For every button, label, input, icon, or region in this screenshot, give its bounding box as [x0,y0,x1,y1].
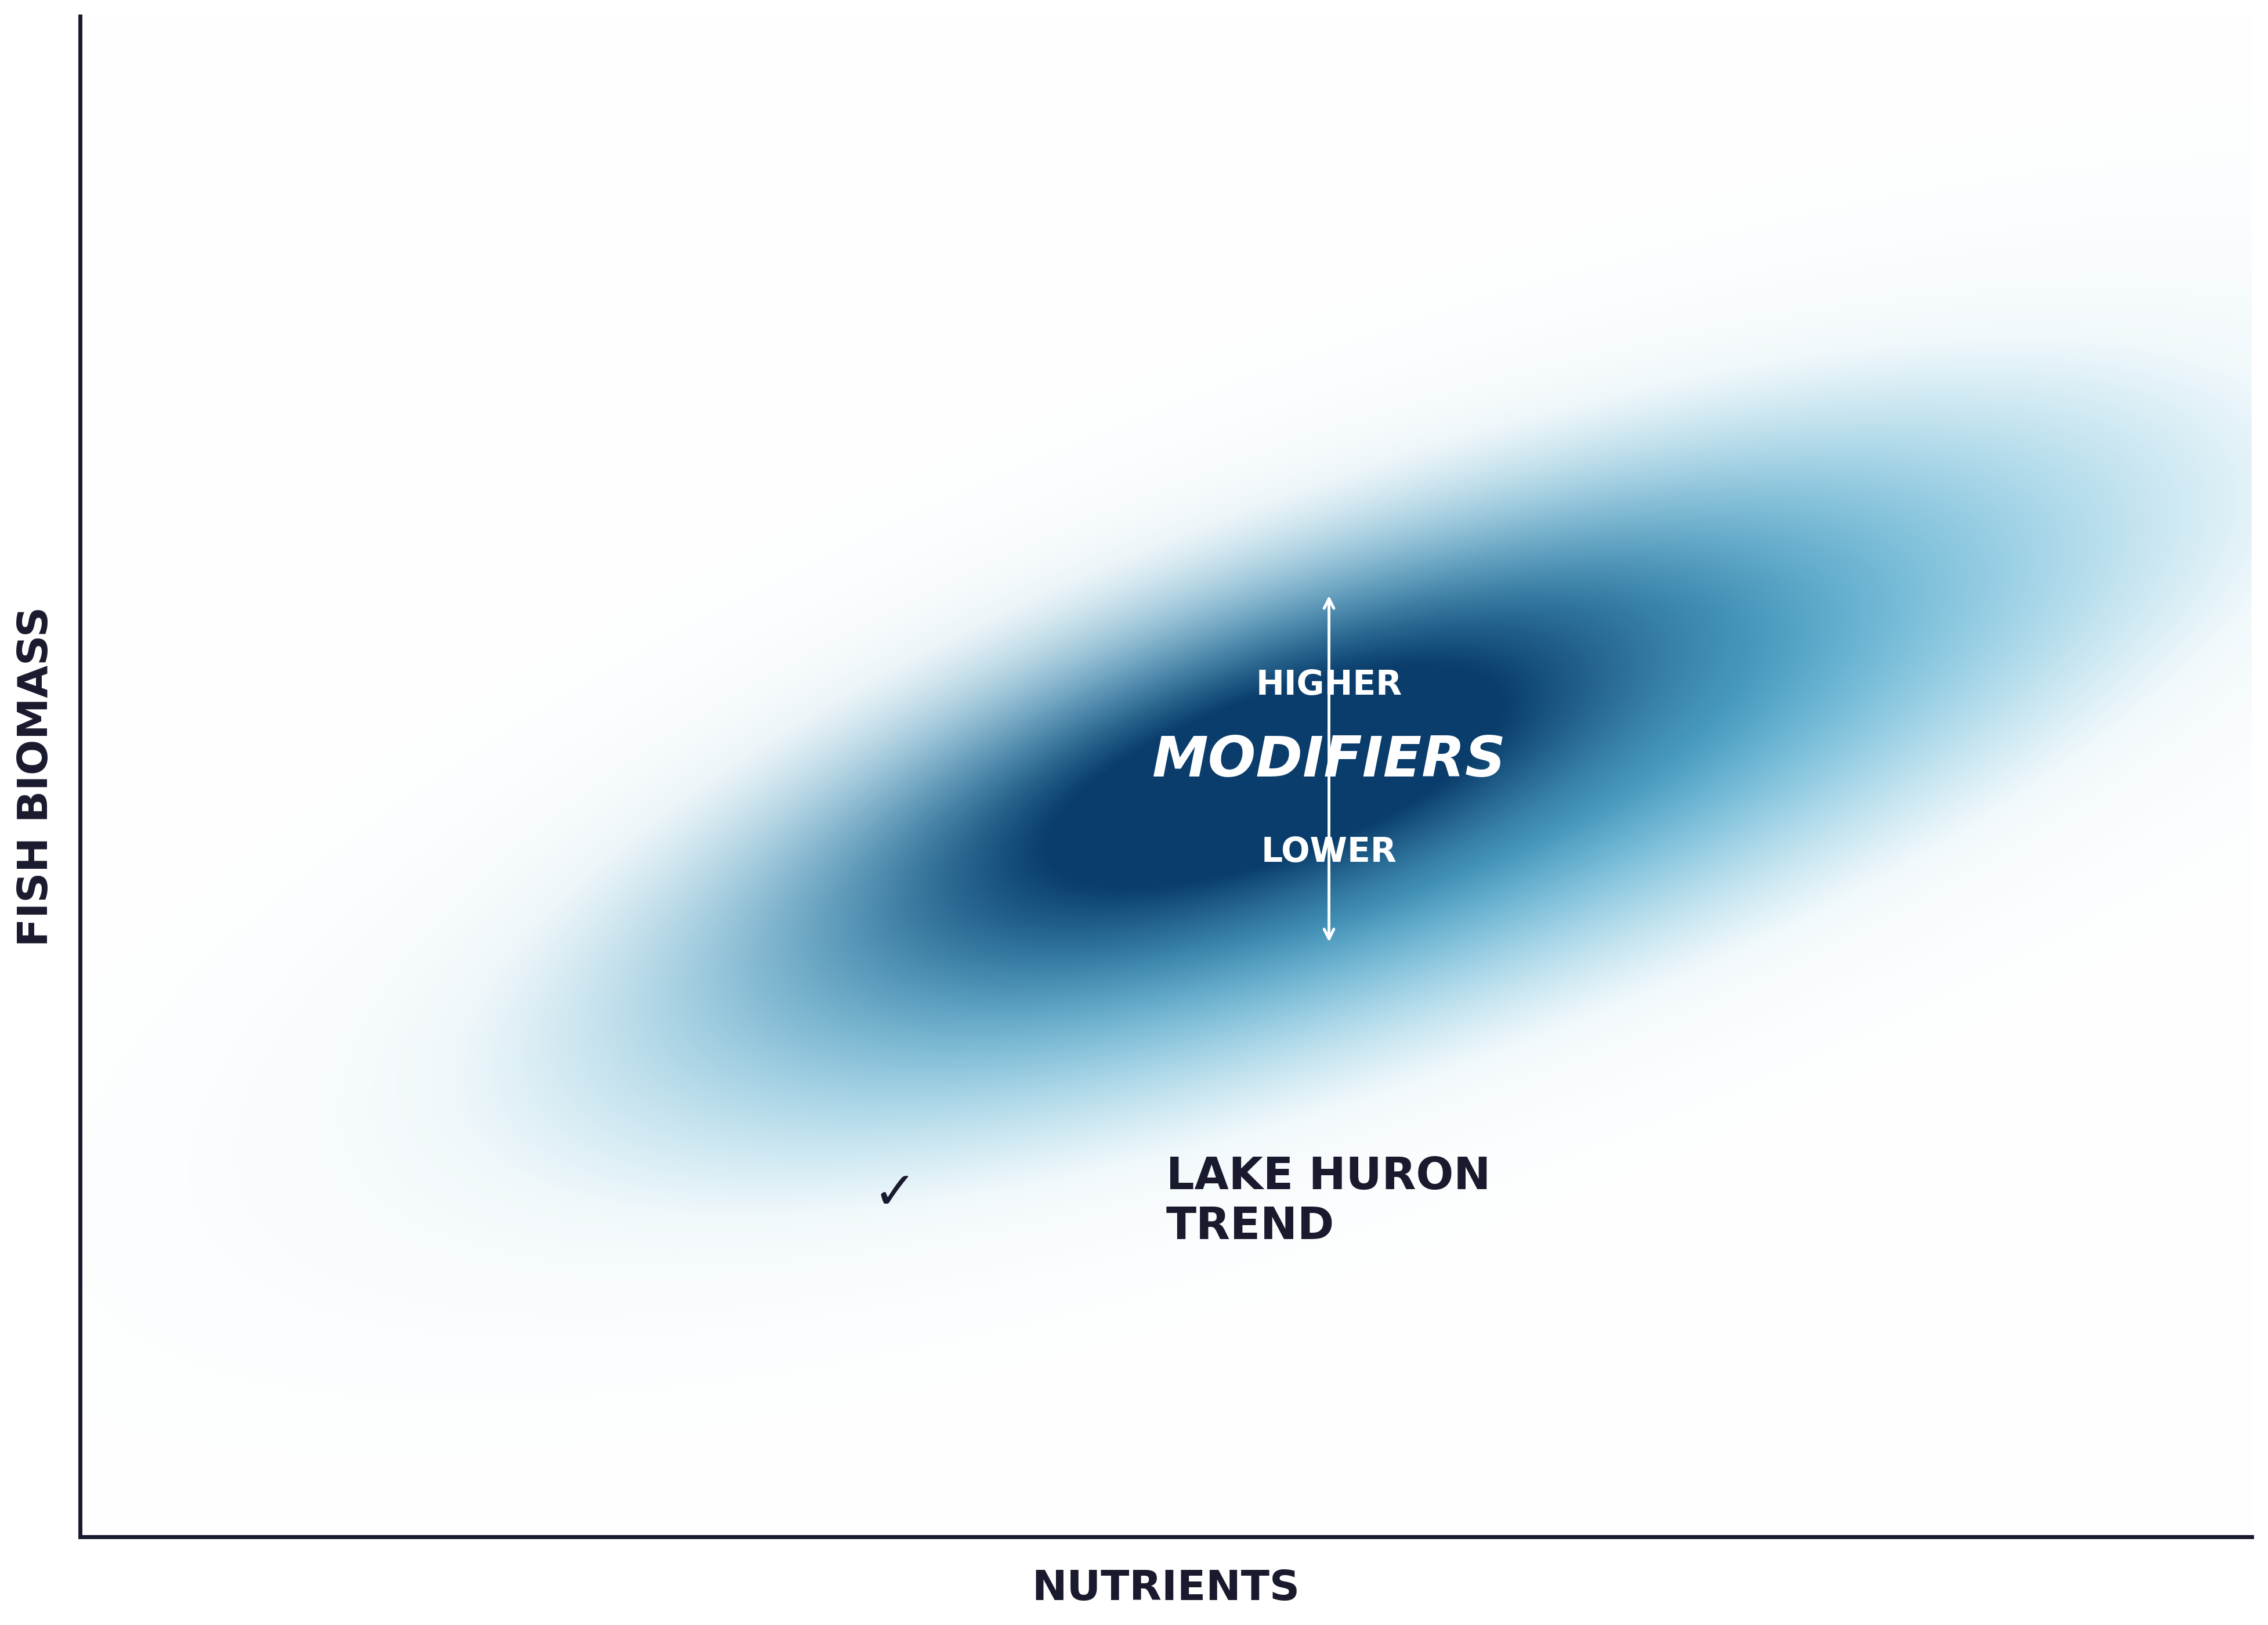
X-axis label: NUTRIENTS: NUTRIENTS [1032,1568,1300,1609]
Text: LOWER: LOWER [1261,835,1397,869]
Text: HIGHER: HIGHER [1256,668,1402,702]
Y-axis label: FISH BIOMASS: FISH BIOMASS [16,606,57,946]
Text: MODIFIERS: MODIFIERS [1152,735,1506,788]
Text: LAKE HURON
TREND: LAKE HURON TREND [1166,1155,1490,1248]
Text: ✓: ✓ [873,1168,916,1220]
